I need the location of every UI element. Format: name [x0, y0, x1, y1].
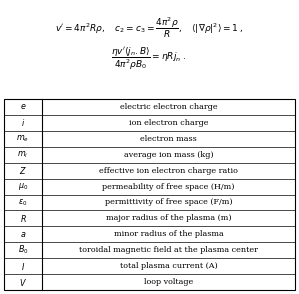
Text: $m_e$: $m_e$: [16, 133, 29, 144]
Text: permeability of free space (H/m): permeability of free space (H/m): [102, 183, 235, 191]
Text: $I$: $I$: [21, 260, 25, 272]
Bar: [4, 99, 295, 290]
Text: average ion mass (kg): average ion mass (kg): [123, 151, 213, 159]
Text: total plasma current (A): total plasma current (A): [120, 262, 217, 270]
Text: $\dfrac{\eta v'\langle j_n{.}B\rangle}{4\pi^2\rho B_0} = \eta R j_n\;.$: $\dfrac{\eta v'\langle j_n{.}B\rangle}{4…: [112, 46, 187, 72]
Text: $a$: $a$: [20, 230, 26, 239]
Text: major radius of the plasma (m): major radius of the plasma (m): [106, 214, 231, 222]
Text: electric electron charge: electric electron charge: [120, 103, 217, 111]
Text: $i$: $i$: [21, 117, 25, 128]
Text: loop voltage: loop voltage: [144, 278, 193, 286]
Text: permittivity of free space (F/m): permittivity of free space (F/m): [105, 198, 232, 206]
Text: $R$: $R$: [19, 213, 26, 224]
Text: effective ion electron charge ratio: effective ion electron charge ratio: [99, 167, 238, 175]
Text: minor radius of the plasma: minor radius of the plasma: [114, 230, 223, 238]
Text: $\varepsilon_0$: $\varepsilon_0$: [18, 197, 28, 208]
Text: $V$: $V$: [19, 277, 27, 288]
Text: $Z$: $Z$: [19, 165, 27, 176]
Text: electron mass: electron mass: [140, 135, 197, 143]
Text: $e$: $e$: [20, 102, 26, 111]
Text: ion electron charge: ion electron charge: [129, 119, 208, 127]
Text: $v' = 4\pi^2 R\rho,\quad c_2 = c_3 = \dfrac{4\pi^2\rho}{R},\quad \langle|\nabla\: $v' = 4\pi^2 R\rho,\quad c_2 = c_3 = \df…: [55, 16, 243, 40]
Text: $m_i$: $m_i$: [17, 149, 29, 160]
Text: toroidal magnetic field at the plasma center: toroidal magnetic field at the plasma ce…: [79, 246, 258, 254]
Text: $B_0$: $B_0$: [18, 244, 28, 256]
Text: $\mu_0$: $\mu_0$: [18, 181, 28, 192]
